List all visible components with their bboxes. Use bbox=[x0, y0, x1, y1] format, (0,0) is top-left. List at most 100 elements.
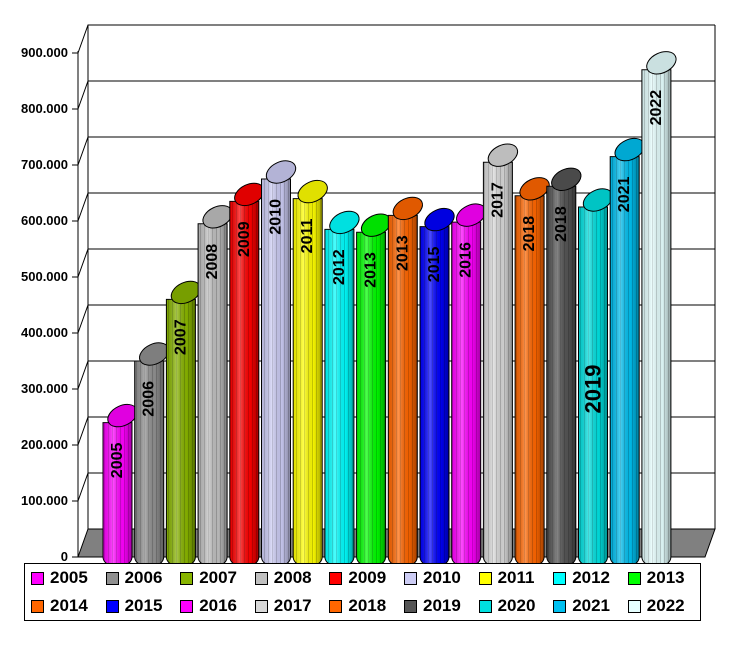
bar: 2015 bbox=[419, 207, 455, 568]
y-tick-label: 800.000 bbox=[21, 101, 68, 116]
bar-label: 2019 bbox=[581, 365, 606, 414]
bar-top bbox=[551, 167, 582, 191]
legend-swatch bbox=[627, 571, 641, 585]
bar: 2011 bbox=[292, 179, 328, 568]
legend-swatch bbox=[31, 599, 44, 613]
legend-label: 2022 bbox=[646, 596, 685, 615]
legend-item: 2006 bbox=[105, 567, 163, 589]
legend-label: 2013 bbox=[646, 568, 685, 587]
legend-item: 2020 bbox=[478, 595, 536, 617]
bar-top bbox=[329, 210, 360, 235]
y-tick-label: 300.000 bbox=[21, 381, 68, 396]
legend-item: 2008 bbox=[254, 567, 312, 589]
y-tick-label: 700.000 bbox=[21, 157, 68, 172]
y-tick-label: 0 bbox=[61, 549, 68, 564]
y-tick-label: 900.000 bbox=[21, 45, 68, 60]
y-tick-label: 100.000 bbox=[21, 493, 68, 508]
legend-swatch bbox=[478, 571, 492, 585]
bar-label: 2008 bbox=[204, 244, 221, 280]
legend-item: 2017 bbox=[254, 595, 312, 617]
legend-item: 2011 bbox=[478, 567, 534, 589]
legend-label: 2008 bbox=[273, 568, 312, 587]
bar-top bbox=[297, 179, 328, 204]
legend-item: 2005 bbox=[31, 567, 88, 589]
bar-top bbox=[487, 143, 519, 167]
legend-label: 2006 bbox=[124, 568, 163, 587]
legend-swatch bbox=[254, 571, 268, 585]
bar: 2009 bbox=[229, 182, 265, 568]
bar-label: 2016 bbox=[458, 242, 475, 278]
bar: 2018 bbox=[514, 177, 550, 568]
bar-label: 2018 bbox=[521, 216, 538, 252]
bar: 2006 bbox=[134, 342, 170, 568]
y-tick-label: 500.000 bbox=[21, 269, 68, 284]
legend-swatch bbox=[478, 599, 492, 613]
bars: 2005 2006 2007 2008 2009 2010 2011 2012 2013 2013… bbox=[102, 51, 677, 568]
bar: 2016 bbox=[451, 203, 487, 568]
legend-swatch bbox=[329, 571, 343, 585]
bar-top bbox=[519, 177, 550, 201]
legend-swatch bbox=[31, 571, 44, 585]
bar-label: 2022 bbox=[648, 90, 665, 126]
legend-item: 2009 bbox=[329, 567, 386, 589]
legend-swatch bbox=[180, 599, 194, 613]
bar-top bbox=[392, 196, 423, 221]
bar-label: 2015 bbox=[426, 246, 443, 282]
bar: 2012 bbox=[324, 210, 360, 568]
legend-swatch bbox=[329, 599, 343, 613]
legend-label: 2019 bbox=[423, 596, 461, 615]
legend-swatch bbox=[404, 599, 417, 613]
bar-label: 2011 bbox=[299, 219, 316, 254]
bar-label: 2018 bbox=[553, 206, 570, 242]
legend-swatch bbox=[404, 571, 417, 585]
legend-item: 2022 bbox=[627, 595, 685, 617]
legend-swatch bbox=[553, 599, 567, 613]
bar-label: 2007 bbox=[172, 319, 189, 355]
gridline bbox=[77, 24, 715, 54]
y-tick-label: 200.000 bbox=[21, 437, 68, 452]
bar-label: 2012 bbox=[331, 249, 348, 285]
bar: 2021 bbox=[609, 137, 645, 568]
bar-top bbox=[646, 51, 677, 75]
legend-item: 2018 bbox=[329, 595, 386, 617]
gridline bbox=[77, 80, 715, 110]
legend-label: 2017 bbox=[273, 596, 312, 615]
bar-label: 2006 bbox=[141, 381, 158, 417]
legend-swatch bbox=[627, 599, 641, 613]
bar-label: 2009 bbox=[236, 221, 253, 257]
legend-item: 2014 bbox=[31, 595, 88, 617]
bar-label: 2021 bbox=[616, 176, 633, 212]
legend-swatch bbox=[105, 571, 119, 585]
bar: 2010 bbox=[261, 160, 297, 568]
legend-item: 2016 bbox=[180, 595, 237, 617]
legend-label: 2005 bbox=[50, 568, 88, 587]
legend-item: 2015 bbox=[105, 595, 162, 617]
legend: 2005 2006 2007 2008 2009 2010 2011 2012 2013 2014… bbox=[24, 563, 701, 621]
legend-label: 2010 bbox=[423, 568, 461, 587]
bar-label: 2013 bbox=[394, 235, 411, 271]
bar: 2005 bbox=[102, 403, 138, 568]
legend-label: 2018 bbox=[348, 596, 387, 615]
bar: 2019 bbox=[578, 188, 614, 568]
bar: 2007 bbox=[165, 280, 202, 568]
legend-label: 2020 bbox=[497, 596, 536, 615]
legend-item: 2021 bbox=[553, 595, 610, 617]
bar: 2013 bbox=[356, 213, 392, 568]
y-tick-labels: 0 100.000 200.000 300.000 400.000 500.000 600.… bbox=[21, 45, 68, 564]
legend-label: 2021 bbox=[572, 596, 611, 615]
legend-item: 2013 bbox=[627, 567, 685, 589]
legend-swatch bbox=[553, 571, 567, 585]
legend-label: 2007 bbox=[199, 568, 238, 587]
bar-label: 2013 bbox=[363, 252, 380, 288]
bar: 2008 bbox=[197, 205, 233, 568]
legend-item: 2010 bbox=[404, 567, 461, 589]
legend-item: 2007 bbox=[180, 567, 237, 589]
bar: 2022 bbox=[641, 51, 677, 568]
bar-label: 2017 bbox=[489, 182, 506, 218]
bar-top bbox=[265, 160, 297, 184]
legend-label: 2009 bbox=[348, 568, 387, 587]
bar-top bbox=[424, 207, 455, 232]
legend-label: 2014 bbox=[50, 596, 88, 615]
legend-swatch bbox=[254, 599, 268, 613]
